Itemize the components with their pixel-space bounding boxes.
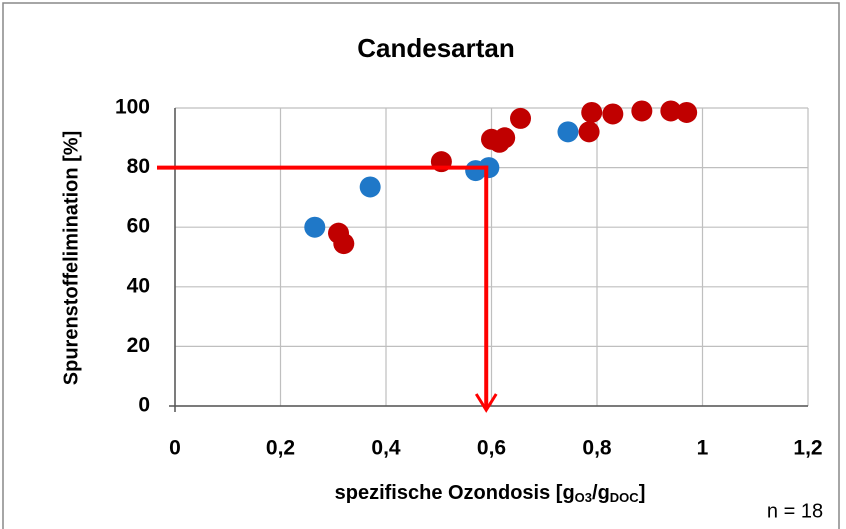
annotation: n = 18	[767, 500, 823, 522]
point	[304, 216, 326, 238]
y-tick-label: 40	[127, 274, 150, 297]
point	[510, 107, 532, 129]
x-tick-label: 0	[169, 437, 181, 460]
x-tick-label: 1,2	[793, 437, 822, 460]
x-axis-label: spezifische Ozondosis [gO3/gDOC]	[335, 482, 646, 505]
guide-arrowhead	[474, 393, 498, 413]
y-tick-label: 100	[115, 96, 150, 119]
x-tick-label: 0,4	[371, 437, 401, 460]
point	[578, 121, 600, 143]
y-tick-label: 80	[127, 155, 150, 178]
point	[676, 101, 698, 123]
y-tick-label: 0	[138, 394, 150, 417]
point	[478, 157, 500, 179]
x-tick-label: 1	[697, 437, 709, 460]
x-tick-label: 0,2	[266, 437, 295, 460]
y-axis-label: Spurenstoffelimination [%]	[60, 131, 82, 385]
x-tick-label: 0,8	[582, 437, 612, 460]
point	[602, 103, 624, 125]
point	[660, 100, 682, 122]
point	[494, 127, 516, 149]
x-tick-label: 0,6	[477, 437, 506, 460]
point	[557, 121, 579, 143]
point	[581, 101, 603, 123]
point	[333, 233, 355, 255]
chart-title: Candesartan	[357, 33, 515, 63]
point	[359, 176, 381, 198]
y-tick-label: 20	[127, 334, 150, 357]
y-tick-label: 60	[127, 215, 150, 238]
point	[631, 100, 653, 122]
